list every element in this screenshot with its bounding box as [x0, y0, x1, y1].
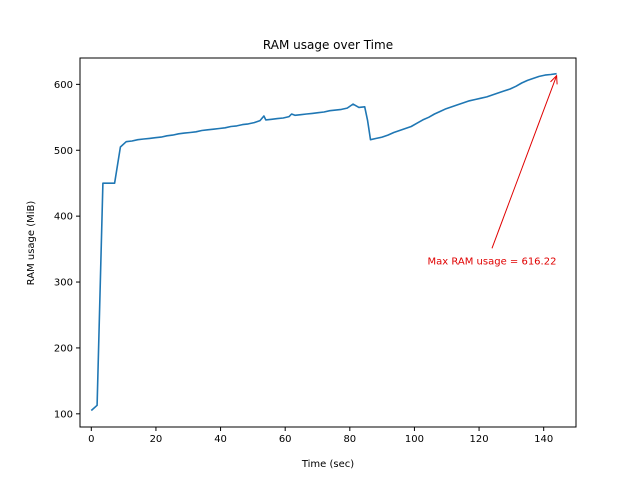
x-tick-label: 80	[343, 434, 356, 445]
y-tick-label: 400	[54, 212, 73, 223]
y-tick-label: 200	[54, 343, 73, 354]
y-tick-label: 100	[54, 409, 73, 420]
x-tick-label: 140	[534, 434, 553, 445]
chart-title: RAM usage over Time	[263, 38, 393, 52]
x-axis: 0 20 40 60 80 100 120 140	[88, 427, 553, 445]
annotation-arrow-line	[491, 75, 558, 249]
y-tick-label: 500	[54, 146, 73, 157]
annotations: Max RAM usage = 616.22	[428, 74, 558, 267]
y-axis-title: RAM usage (MiB)	[26, 201, 37, 286]
y-axis: 100 200 300 400 500 600	[54, 80, 80, 420]
x-tick-label: 120	[470, 434, 489, 445]
series-line	[90, 72, 557, 412]
plot-frame	[79, 57, 577, 428]
y-tick-label: 300	[54, 278, 73, 289]
x-axis-title: Time (sec)	[301, 459, 354, 470]
annotation-arrow-head	[550, 74, 558, 85]
x-tick-label: 40	[214, 434, 227, 445]
y-tick-label: 600	[54, 80, 73, 91]
x-tick-label: 20	[150, 434, 163, 445]
x-tick-label: 0	[88, 434, 94, 445]
plot-area	[90, 72, 557, 412]
x-tick-label: 100	[405, 434, 424, 445]
annotation-label: Max RAM usage = 616.22	[428, 256, 557, 267]
x-tick-label: 60	[279, 434, 292, 445]
